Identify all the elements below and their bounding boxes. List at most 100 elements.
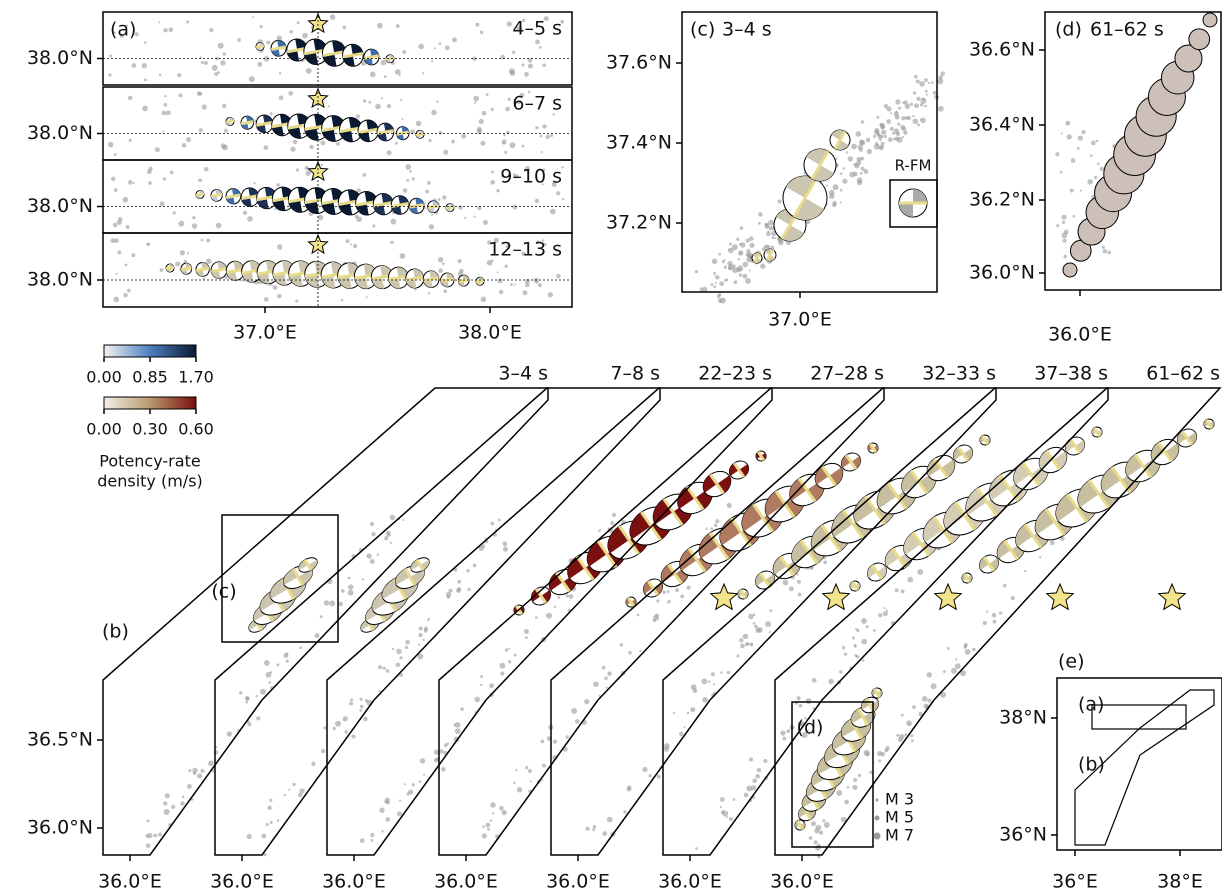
event-dot [499, 806, 504, 811]
beachball [445, 203, 454, 212]
event-dot [898, 737, 903, 742]
event-dot [712, 259, 718, 265]
event-dot [593, 825, 597, 829]
label: 38.0°N [27, 195, 93, 217]
event-dot [724, 279, 726, 281]
slip [446, 207, 454, 208]
event-dot [257, 62, 262, 67]
event-dot [277, 244, 282, 249]
event-dot [406, 179, 409, 182]
label: 0.00 [86, 368, 122, 387]
event-dot [514, 284, 516, 286]
event-dot [719, 281, 724, 286]
event-dot [832, 201, 837, 206]
event-dot [431, 110, 436, 115]
event-dot [153, 833, 157, 837]
event-dot [861, 639, 867, 645]
event-dot [321, 749, 325, 753]
event-dot [403, 188, 408, 193]
beachball [848, 579, 862, 593]
label: (b) [1078, 754, 1105, 776]
event-dot [809, 836, 813, 840]
event-dot [711, 283, 714, 286]
event-dot [656, 599, 659, 602]
event-dot [972, 648, 976, 652]
event-dot [277, 294, 282, 299]
event-dot [856, 655, 859, 658]
label: 36.0°E [434, 871, 498, 893]
label: Potency-rate [99, 452, 200, 471]
event-dot [842, 167, 845, 170]
colorbar [104, 397, 196, 409]
event-dot [479, 119, 484, 124]
event-dot [1039, 556, 1041, 558]
event-dot [292, 783, 295, 786]
event-dot [395, 69, 401, 75]
event-dot [160, 201, 165, 206]
event-dot [144, 41, 147, 44]
event-dot [321, 164, 323, 166]
event-dot [507, 21, 512, 26]
event-dot [924, 78, 928, 82]
event-dot [695, 847, 698, 850]
event-dot [920, 118, 926, 124]
event-dot [286, 660, 289, 663]
event-dot [383, 667, 386, 670]
event-dot [542, 63, 546, 67]
event-dot [620, 643, 623, 646]
event-dot [377, 554, 379, 556]
event-dot [829, 190, 835, 196]
event-dot [360, 705, 364, 709]
slip [211, 194, 222, 196]
event-dot [402, 519, 404, 521]
event-dot [907, 116, 911, 120]
event-dot [458, 259, 462, 263]
event-dot [556, 274, 561, 279]
event-dot [436, 100, 439, 103]
event-dot [752, 778, 757, 783]
event-dot [166, 110, 171, 115]
event-dot [186, 20, 189, 23]
beachball [415, 130, 424, 139]
event-dot [602, 666, 606, 670]
event-dot [175, 261, 180, 266]
event-dot [402, 50, 406, 54]
panel-frame [551, 388, 996, 855]
event-dot [302, 33, 308, 39]
event-dot [750, 643, 754, 647]
event-dot [729, 817, 733, 821]
event-dot [276, 183, 280, 187]
event-dot [114, 188, 118, 192]
event-dot [444, 743, 448, 747]
event-dot [164, 809, 170, 815]
event-dot [459, 269, 463, 273]
event-dot [986, 610, 988, 612]
event-dot [1102, 246, 1105, 249]
event-dot [884, 104, 888, 108]
event-dot [738, 258, 741, 261]
event-dot [328, 105, 330, 107]
label: 36.0°N [969, 262, 1035, 284]
event-dot [878, 759, 881, 762]
beachball [404, 268, 425, 290]
event-dot [743, 262, 749, 268]
label: 36.0°E [322, 871, 386, 893]
event-dot [598, 529, 601, 532]
event-dot [901, 116, 905, 120]
event-dot [385, 817, 390, 822]
event-dot [542, 124, 546, 128]
event-dot [315, 633, 320, 638]
event-dot [284, 653, 289, 658]
event-dot [177, 73, 181, 77]
event-dot [216, 223, 222, 229]
event-dot [508, 660, 511, 663]
event-dot [1067, 134, 1072, 139]
event-dot [509, 68, 515, 74]
event-dot [353, 244, 357, 248]
label: 38.0°N [27, 122, 93, 144]
event-dot [422, 72, 424, 74]
event-dot [117, 220, 122, 225]
event-dot [798, 593, 802, 597]
event-dot [289, 30, 293, 34]
event-dot [269, 799, 272, 802]
